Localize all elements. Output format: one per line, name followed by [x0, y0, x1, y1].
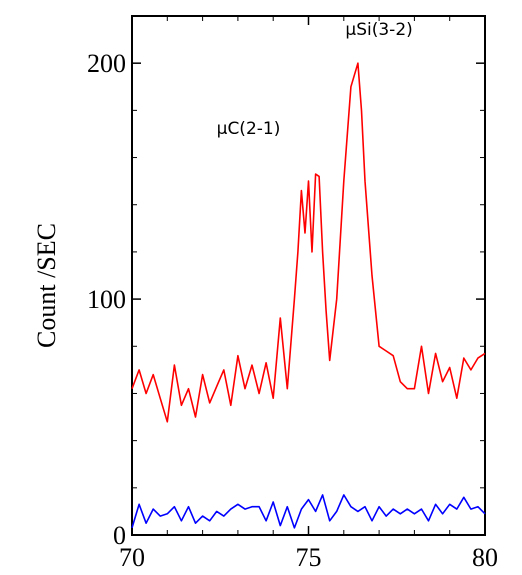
x-tick-label: 80	[472, 543, 498, 572]
ticks	[131, 16, 486, 536]
y-axis-label: Count /SEC	[32, 223, 61, 348]
y-tick-label: 0	[113, 521, 126, 550]
tick-labels: 70 75 80 0 100 200	[87, 49, 498, 572]
plot-frame	[131, 15, 486, 536]
series-line-blue	[131, 494, 486, 529]
x-tick-label: 70	[119, 543, 145, 572]
y-tick-label: 100	[87, 285, 126, 314]
x-tick-label: 75	[296, 543, 322, 572]
peak-annotation: μSi(3-2)	[345, 20, 412, 40]
series-layer	[131, 62, 486, 529]
y-tick-label: 200	[87, 49, 126, 78]
series-line-red	[131, 62, 486, 423]
annotation-layer: μC(2-1) μSi(3-2)	[217, 20, 413, 139]
peak-annotation: μC(2-1)	[217, 119, 281, 139]
